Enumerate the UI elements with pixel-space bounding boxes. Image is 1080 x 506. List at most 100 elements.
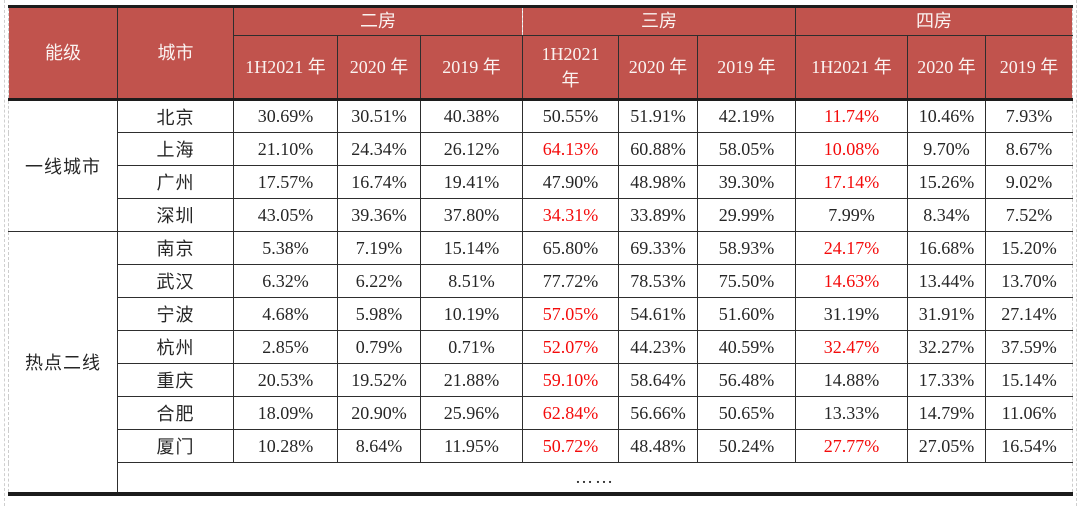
year-header: 2020 年 xyxy=(907,35,987,101)
city-cell: 宁波 xyxy=(117,297,234,331)
value-cell: 9.70% xyxy=(907,132,987,166)
value-cell: 14.88% xyxy=(795,363,909,397)
value-cell: 48.48% xyxy=(618,429,699,463)
value-cell: 51.91% xyxy=(618,99,699,133)
group-header-two-room: 二房 xyxy=(232,6,524,36)
value-cell: 0.79% xyxy=(337,330,421,364)
page-boundary-dashed-line-right xyxy=(1076,0,1077,506)
value-cell: 8.67% xyxy=(985,132,1074,166)
value-cell: 11.74% xyxy=(795,99,909,133)
value-cell: 39.36% xyxy=(337,198,421,232)
tier-cell: 热点二线 xyxy=(8,231,118,494)
value-cell: 62.84% xyxy=(522,396,620,430)
city-cell: 北京 xyxy=(117,99,234,133)
value-cell: 47.90% xyxy=(522,165,620,199)
value-cell: 50.55% xyxy=(522,99,620,133)
value-cell: 32.27% xyxy=(907,330,987,364)
value-cell: 50.24% xyxy=(697,429,797,463)
page-boundary-dashed-line-left xyxy=(4,0,5,506)
table-row: 厦门 10.28% 8.64% 11.95% 50.72% 48.48% 50.24% 27.… xyxy=(9,429,1074,463)
city-cell: 广州 xyxy=(117,165,234,199)
value-cell: 18.09% xyxy=(233,396,338,430)
value-cell: 15.20% xyxy=(985,231,1074,265)
table-header-group-row: 能级 城市 二房 三房 四房 xyxy=(8,6,1074,101)
value-cell: 27.05% xyxy=(907,429,987,463)
table-row: 合肥 18.09% 20.90% 25.96% 62.84% 56.66% 50.65% 13… xyxy=(9,396,1074,430)
value-cell: 77.72% xyxy=(522,264,620,298)
year-header: 2020 年 xyxy=(337,35,421,101)
value-cell: 60.88% xyxy=(618,132,699,166)
city-cell: 合肥 xyxy=(117,396,234,430)
value-cell: 27.14% xyxy=(985,297,1074,331)
tier-cell: 一线城市 xyxy=(8,99,118,232)
value-cell: 33.89% xyxy=(618,198,699,232)
ellipsis-cell: …… xyxy=(116,462,1074,494)
value-cell: 24.34% xyxy=(337,132,421,166)
value-cell: 16.68% xyxy=(907,231,987,265)
value-cell: 58.64% xyxy=(618,363,699,397)
table-header-year-row: 1H2021 年 2020 年 2019 年 1H2021 年 2020 年 2… xyxy=(9,35,1074,101)
table-row: 一线城市 北京 30.69% 30.51% 40.38% 50.55% 51.91% 42.1… xyxy=(8,99,1074,232)
table-row: 重庆 20.53% 19.52% 21.88% 59.10% 58.64% 56.48% 14… xyxy=(9,363,1074,397)
value-cell: 5.98% xyxy=(337,297,421,331)
value-cell: 16.54% xyxy=(985,429,1074,463)
value-cell: 10.19% xyxy=(419,297,524,331)
value-cell: 48.98% xyxy=(618,165,699,199)
value-cell: 0.71% xyxy=(419,330,524,364)
year-header: 2019 年 xyxy=(419,35,524,101)
value-cell: 58.93% xyxy=(697,231,797,265)
value-cell: 29.99% xyxy=(697,198,797,232)
value-cell: 7.93% xyxy=(985,99,1074,133)
value-cell: 8.51% xyxy=(419,264,524,298)
value-cell: 10.28% xyxy=(233,429,338,463)
value-cell: 78.53% xyxy=(618,264,699,298)
city-cell: 厦门 xyxy=(117,429,234,463)
value-cell: 37.59% xyxy=(985,330,1074,364)
housing-room-mix-table: 能级 城市 二房 三房 四房 1H2021 年 2020 年 2019 年 1H… xyxy=(8,5,1074,496)
value-cell: 10.46% xyxy=(907,99,987,133)
table-row: 深圳 43.05% 39.36% 37.80% 34.31% 33.89% 29.99% 7.… xyxy=(9,198,1074,232)
value-cell: 7.19% xyxy=(337,231,421,265)
table-row: 武汉 6.32% 6.22% 8.51% 77.72% 78.53% 75.50% 14.63… xyxy=(9,264,1074,298)
value-cell: 58.05% xyxy=(697,132,797,166)
value-cell: 6.32% xyxy=(233,264,338,298)
value-cell: 21.10% xyxy=(233,132,338,166)
value-cell: 65.80% xyxy=(522,231,620,265)
value-cell: 57.05% xyxy=(522,297,620,331)
group-header-three-room: 三房 xyxy=(522,6,797,36)
value-cell: 56.66% xyxy=(618,396,699,430)
value-cell: 15.14% xyxy=(419,231,524,265)
city-cell: 杭州 xyxy=(117,330,234,364)
value-cell: 51.60% xyxy=(697,297,797,331)
city-cell: 武汉 xyxy=(117,264,234,298)
value-cell: 11.95% xyxy=(419,429,524,463)
value-cell: 2.85% xyxy=(233,330,338,364)
value-cell: 54.61% xyxy=(618,297,699,331)
city-cell: 深圳 xyxy=(117,198,234,232)
value-cell: 19.41% xyxy=(419,165,524,199)
value-cell: 16.74% xyxy=(337,165,421,199)
value-cell: 64.13% xyxy=(522,132,620,166)
table-row: 宁波 4.68% 5.98% 10.19% 57.05% 54.61% 51.60% 31.1… xyxy=(9,297,1074,331)
value-cell: 31.91% xyxy=(907,297,987,331)
value-cell: 50.72% xyxy=(522,429,620,463)
value-cell: 20.90% xyxy=(337,396,421,430)
value-cell: 17.57% xyxy=(233,165,338,199)
value-cell: 4.68% xyxy=(233,297,338,331)
value-cell: 17.14% xyxy=(795,165,909,199)
value-cell: 10.08% xyxy=(795,132,909,166)
table-row: 杭州 2.85% 0.79% 0.71% 52.07% 44.23% 40.59% 32.47… xyxy=(9,330,1074,364)
value-cell: 19.52% xyxy=(337,363,421,397)
value-cell: 21.88% xyxy=(419,363,524,397)
value-cell: 17.33% xyxy=(907,363,987,397)
value-cell: 32.47% xyxy=(795,330,909,364)
value-cell: 34.31% xyxy=(522,198,620,232)
city-cell: 上海 xyxy=(117,132,234,166)
value-cell: 6.22% xyxy=(337,264,421,298)
year-header: 2019 年 xyxy=(697,35,797,101)
value-cell: 30.69% xyxy=(233,99,338,133)
value-cell: 44.23% xyxy=(618,330,699,364)
table-row: 广州 17.57% 16.74% 19.41% 47.90% 48.98% 39.30% 17… xyxy=(9,165,1074,199)
value-cell: 75.50% xyxy=(697,264,797,298)
value-cell: 52.07% xyxy=(522,330,620,364)
